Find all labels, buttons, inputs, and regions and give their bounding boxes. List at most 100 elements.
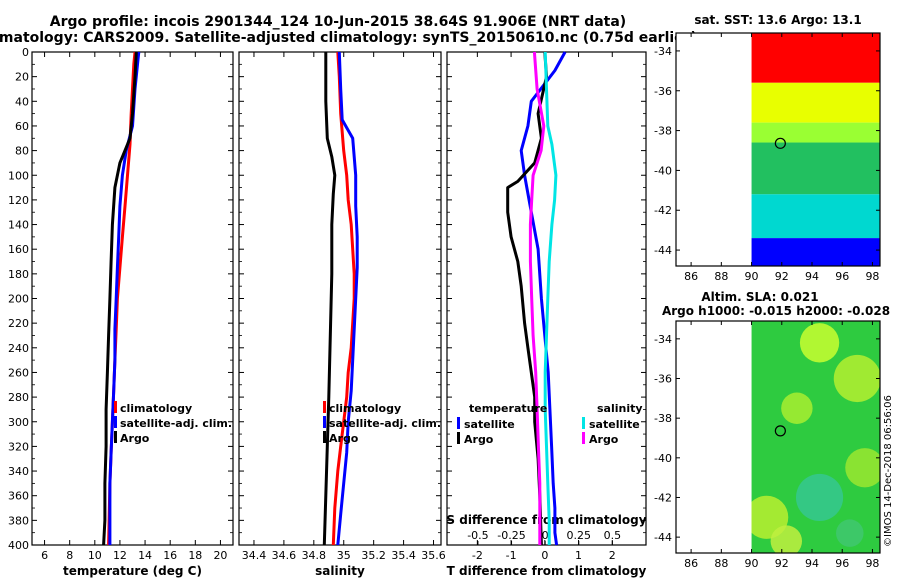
legend-temperature-label: satellite (464, 418, 515, 431)
sla-lat-tick-label: -40 (654, 452, 672, 465)
sst-lon-tick-label: 94 (805, 270, 819, 283)
sst-lat-tick-label: -34 (654, 45, 672, 58)
argo-position-marker (774, 425, 786, 437)
salinity-legend-swatch (323, 431, 326, 443)
legend-salinity-swatch (582, 432, 585, 444)
sst-lon-tick-label: 96 (835, 270, 849, 283)
temperature-xtick-label: 12 (113, 549, 127, 562)
depth-tick-label: 60 (15, 120, 29, 133)
sst-lon-tick-label: 98 (865, 270, 879, 283)
salinity-xlabel: salinity (315, 564, 365, 578)
sst-lat-tick-label: -40 (654, 164, 672, 177)
sst-color-band (751, 194, 880, 239)
sla-lat-tick-label: -42 (654, 491, 672, 504)
sla-anomaly-blob (845, 448, 880, 488)
difference-xtick-label: 2 (609, 549, 616, 562)
depth-tick-label: 180 (8, 268, 29, 281)
sla-anomaly-blob (836, 519, 864, 547)
sla-blob-group (751, 323, 880, 553)
difference-panel: -2 -1 0 1 2 T difference from climatology S di… (446, 51, 647, 578)
depth-tick-label: 260 (8, 366, 29, 379)
sst-color-band (751, 33, 880, 83)
legend-temperature-label: Argo (464, 433, 494, 446)
depth-tick-label: 280 (8, 391, 29, 404)
sst-color-band (751, 142, 880, 195)
depth-tick-label: 80 (15, 145, 29, 158)
salinity-xtick-label: 35.4 (391, 549, 416, 562)
depth-tick-label: 140 (8, 219, 29, 232)
legend-salinity-title: salinity (597, 402, 643, 415)
salinity-panel: 34.4 34.6 34.8 35 35.2 35.4 35.6 salinity climat… (238, 51, 446, 578)
difference-xtick-label: -1 (506, 549, 517, 562)
temperature-xtick-label: 20 (213, 549, 227, 562)
depth-tick-label: 40 (15, 95, 29, 108)
depth-tick-label: 20 (15, 71, 29, 84)
salinity-legend-swatch (323, 401, 326, 413)
salinity-xtick-label: 35 (337, 549, 351, 562)
difference-xlabel: T difference from climatology (447, 564, 647, 578)
difference-series-s-satellite (543, 51, 558, 545)
temperature-series-argo (102, 51, 138, 546)
temperature-plot-frame (31, 51, 234, 546)
depth-tick-label: 220 (8, 317, 29, 330)
sla-map-frame (675, 320, 881, 554)
temperature-xtick-label: 6 (41, 549, 48, 562)
legend-salinity-label: Argo (589, 433, 619, 446)
salinity-series-satellite-adj-clim- (336, 51, 359, 546)
depth-tick-label: 340 (8, 465, 29, 478)
depth-tick-label: 400 (8, 539, 29, 552)
sst-color-band (751, 82, 880, 123)
legend-temperature-swatch (457, 432, 460, 444)
salinity-legend-swatch (323, 416, 326, 428)
figure-title-line2: Climatology: CARS2009. Satellite-adjuste… (0, 30, 697, 46)
depth-tick-label: 240 (8, 342, 29, 355)
difference-xtick-label: 1 (575, 549, 582, 562)
temperature-xtick-label: 14 (138, 549, 152, 562)
sst-lon-tick-label: 92 (775, 270, 789, 283)
difference-series-t-satellite (519, 51, 567, 546)
sla-lon-tick-label: 98 (865, 557, 879, 570)
figure-title-line1: Argo profile: incois 2901344_124 10-Jun-… (50, 14, 626, 30)
depth-tick-label: 360 (8, 490, 29, 503)
temperature-legend-swatch (114, 401, 117, 413)
salinity-xtick-label: 34.8 (302, 549, 327, 562)
sla-anomaly-blob (770, 525, 803, 553)
difference-xtick-label: -2 (472, 549, 483, 562)
sla-lon-tick-label: 88 (714, 557, 728, 570)
sst-map-panel: sat. SST: 13.6 Argo: 13.1 86 88 90 92 94 96 98 -… (654, 13, 881, 283)
salinity-xtick-label: 34.4 (242, 549, 267, 562)
sla-lat-tick-label: -38 (654, 412, 672, 425)
sla-lat-tick-label: -44 (654, 531, 672, 544)
depth-tick-label: 300 (8, 416, 29, 429)
salinity-legend-label: climatology (329, 402, 401, 415)
sla-lat-tick-label: -34 (654, 333, 672, 346)
legend-temperature-title: temperature (469, 402, 547, 415)
temperature-xtick-label: 8 (66, 549, 73, 562)
sla-lon-tick-label: 86 (684, 557, 698, 570)
sst-lat-tick-label: -36 (654, 85, 672, 98)
credit-label: ©IMOS 14-Dec-2018 06:56:06 (883, 395, 894, 547)
s-difference-axis-label: S difference from climatology (446, 513, 646, 527)
depth-tick-label: 100 (8, 169, 29, 182)
salinity-xtick-label: 34.6 (272, 549, 297, 562)
legend-salinity-swatch (582, 417, 585, 429)
depth-tick-label: 320 (8, 440, 29, 453)
s-difference-tick-label: 0 (542, 529, 549, 542)
salinity-legend-label: Argo (329, 432, 359, 445)
temperature-panel: 0 20 40 60 80 100 120 140 160 180 200 220 240 260 280 3… (8, 46, 234, 578)
depth-tick-label: 200 (8, 293, 29, 306)
temperature-legend-swatch (114, 431, 117, 443)
sla-lon-tick-label: 96 (835, 557, 849, 570)
depth-tick-label: 160 (8, 243, 29, 256)
s-difference-tick-label: 0.25 (567, 529, 592, 542)
depth-tick-label: 380 (8, 514, 29, 527)
argo-position-marker (774, 137, 786, 149)
sst-map-title: sat. SST: 13.6 Argo: 13.1 (694, 13, 861, 27)
s-difference-tick-label: 0.5 (604, 529, 622, 542)
salinity-legend-label: satellite-adj. clim. (329, 417, 441, 430)
temperature-xlabel: temperature (deg C) (63, 564, 202, 578)
sla-lon-tick-label: 94 (805, 557, 819, 570)
temperature-xtick-label: 18 (188, 549, 202, 562)
sla-anomaly-blob (799, 323, 840, 363)
